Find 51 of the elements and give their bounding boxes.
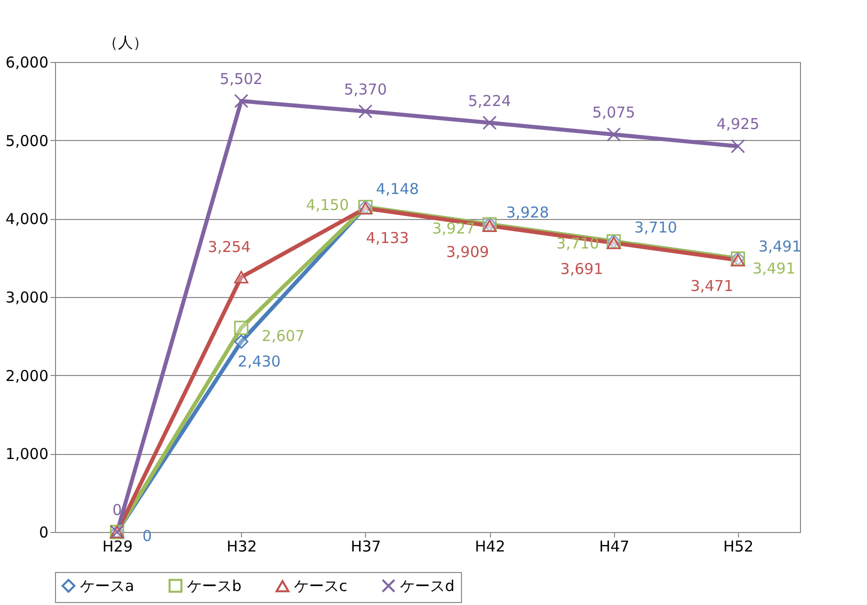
data-label: 3,254 [208, 238, 251, 256]
y-tick-label: 2,000 [6, 366, 48, 385]
data-label: 3,491 [752, 260, 796, 278]
legend-label: ケースc [294, 577, 348, 596]
point [606, 236, 621, 250]
y-tick-label: 6,000 [6, 54, 48, 72]
data-label: 4,133 [366, 229, 409, 248]
data-label: 2,607 [262, 326, 305, 345]
y-tick-label: 5,000 [6, 132, 48, 150]
data-label: 3,710 [556, 234, 600, 252]
data-label: 3,710 [634, 218, 678, 236]
data-label: 3,491 [758, 238, 802, 256]
x-tick-label: H42 [474, 538, 506, 556]
y-tick-label: 0 [38, 524, 48, 542]
y-tick-label: 1,000 [6, 445, 48, 464]
y-axis-title: （人） [103, 34, 148, 52]
data-label: 3,691 [560, 260, 604, 278]
y-tick-label: 3,000 [6, 288, 48, 306]
x-tick-label: H37 [350, 538, 382, 556]
x-tick-label: H29 [102, 538, 133, 556]
point [234, 334, 248, 349]
data-label: 3,927 [432, 219, 476, 238]
data-label: 5,370 [344, 80, 387, 98]
x-tick-label: H47 [599, 538, 630, 556]
point [234, 94, 248, 108]
data-label: 0 [112, 501, 122, 519]
point [482, 116, 497, 130]
point [234, 270, 248, 284]
point [234, 320, 248, 335]
data-label: 4,150 [306, 196, 349, 214]
data-label: 3,928 [506, 203, 550, 222]
legend-label: ケースd [400, 576, 455, 595]
data-label: 5,502 [220, 70, 263, 88]
data-label: 0 [142, 527, 152, 545]
y-tick-label: 4,000 [6, 210, 48, 228]
point [730, 254, 745, 266]
data-label: 4,148 [376, 180, 419, 198]
data-label: 5,075 [592, 103, 636, 122]
point [730, 139, 745, 154]
legend-label: ケースa [80, 576, 134, 595]
point [358, 104, 372, 118]
data-label: 3,909 [446, 242, 490, 261]
x-tick-label: H52 [723, 538, 754, 556]
x-tick-label: H32 [226, 538, 257, 556]
data-label: 5,224 [468, 92, 512, 110]
legend-label: ケースb [187, 576, 242, 595]
point [606, 127, 621, 142]
data-label: 3,471 [690, 277, 734, 296]
data-label: 4,925 [716, 115, 760, 134]
data-label: 2,430 [238, 352, 281, 371]
point [482, 220, 497, 232]
